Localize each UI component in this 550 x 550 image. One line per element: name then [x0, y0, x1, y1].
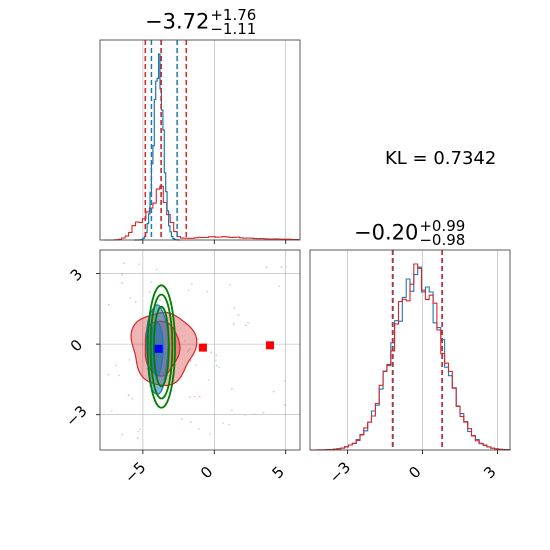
scatter-dot	[228, 283, 231, 286]
x-tick-label: 5	[268, 463, 287, 482]
scatter-dot	[253, 413, 255, 415]
scatter-dot	[191, 283, 193, 286]
scatter-dot	[197, 338, 200, 341]
scatter-dot	[198, 428, 200, 430]
scatter-dot	[189, 359, 192, 362]
scatter-dot	[181, 418, 184, 420]
contour-green-ellipse	[149, 293, 174, 400]
scatter-dot	[272, 390, 275, 393]
scatter-dot	[127, 394, 130, 397]
scatter-dot	[244, 414, 247, 416]
scatter-dot	[215, 354, 218, 357]
scatter-dot	[107, 373, 110, 376]
scatter-dot	[129, 297, 132, 300]
scatter-dot	[156, 302, 159, 304]
scatter-dot	[283, 380, 286, 382]
scatter-dot	[121, 273, 123, 276]
marker-square	[198, 343, 207, 352]
scatter-dot	[188, 348, 191, 350]
x-tick-label: −5	[121, 458, 149, 486]
scatter-dot	[278, 285, 281, 288]
scatter-dot	[139, 428, 141, 431]
scatter-dot	[137, 430, 140, 433]
scatter-dot	[195, 364, 197, 366]
scatter-dot	[131, 397, 134, 400]
scatter-dot	[218, 366, 221, 369]
y-tick-label: 0	[67, 336, 86, 355]
scatter-dot	[210, 351, 213, 354]
scatter-dot	[110, 410, 113, 412]
scatter-dot	[228, 423, 231, 426]
x-tick-label: 3	[480, 463, 499, 482]
marker-square	[154, 344, 163, 353]
histogram-param1-panel	[99, 39, 301, 244]
scatter-dot	[280, 266, 283, 268]
scatter-dot	[120, 282, 123, 284]
scatter-dot	[128, 358, 131, 361]
kl-divergence-label: KL = 0.7342	[385, 148, 497, 169]
contour-green-ellipse	[146, 284, 176, 409]
histogram-blue-series	[134, 53, 180, 241]
scatter-dot	[155, 268, 158, 271]
histogram-param1-title: −3.72 +1.76 −1.11	[145, 6, 257, 38]
histogram-param2-title: −0.20 +0.99 −0.98	[354, 217, 466, 249]
scatter-dot	[118, 374, 120, 377]
scatter-dot	[207, 379, 210, 381]
marker-square	[266, 341, 274, 350]
x-tick-label: −3	[326, 458, 354, 486]
scatter-dot	[122, 262, 125, 265]
contour-green-ellipse	[152, 305, 170, 388]
scatter-dot	[134, 301, 137, 303]
scatter-dot	[215, 359, 217, 362]
y-tick-label: −3	[62, 402, 90, 430]
scatter-dot	[231, 409, 233, 412]
y-tick-label: 3	[67, 265, 86, 284]
scatter-dot	[184, 340, 186, 342]
scatter-dot	[215, 364, 218, 367]
histogram-red-series	[104, 185, 300, 241]
x-tick-label: 0	[405, 463, 424, 482]
scatter-dot	[247, 322, 250, 324]
scatter-dot	[187, 349, 190, 352]
scatter-dot	[193, 395, 196, 398]
scatter-dot	[107, 303, 110, 306]
scatter-dot	[155, 395, 158, 398]
histogram-param1-frame	[99, 39, 301, 241]
scatter-dot	[137, 263, 140, 266]
scatter-dot	[231, 387, 233, 390]
scatter-dot	[150, 281, 153, 284]
histogram-param2-frame	[309, 249, 511, 451]
scatter-dot	[222, 422, 224, 424]
scatter-dot	[232, 323, 235, 325]
scatter-dot	[283, 404, 286, 406]
scatter-dot	[206, 290, 208, 293]
scatter-dot	[265, 266, 268, 269]
scatter-dot	[233, 307, 236, 309]
scatter-dot	[115, 364, 117, 367]
histogram-param2-panel: −3 0 3	[309, 249, 511, 487]
contour-panel-frame	[99, 249, 301, 451]
scatter-dot	[189, 421, 192, 424]
scatter-dot	[237, 314, 240, 316]
x-tick-label: 0	[197, 463, 216, 482]
contour-panel: −5 0 5 −3 0 3	[62, 249, 301, 487]
scatter-dot	[187, 289, 190, 292]
scatter-dot	[189, 396, 191, 399]
scatter-dot	[245, 324, 247, 327]
scatter-dot	[198, 395, 201, 398]
scatter-dot	[121, 433, 124, 436]
scatter-dot	[148, 290, 151, 293]
histogram-red-series	[310, 263, 511, 451]
scatter-dot	[262, 411, 265, 414]
scatter-dot	[209, 433, 212, 435]
scatter-dot	[159, 299, 161, 302]
scatter-dot	[136, 437, 139, 439]
